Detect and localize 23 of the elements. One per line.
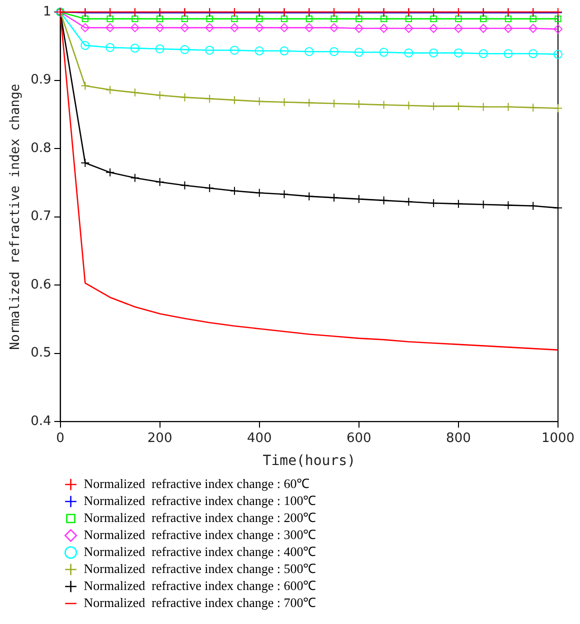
y-tick-label: 0.8 — [30, 140, 52, 156]
legend-label: Normalized refractive index change : 600℃ — [84, 578, 316, 593]
x-tick-label: 0 — [56, 430, 64, 446]
x-tick-label: 800 — [446, 430, 471, 446]
y-tick-label: 0.6 — [30, 277, 52, 292]
legend-label: Normalized refractive index change : 60℃ — [84, 476, 310, 491]
legend-label: Normalized refractive index change : 500℃ — [84, 560, 316, 576]
x-tick-label: 600 — [346, 430, 372, 446]
x-tick-label: 200 — [147, 430, 172, 446]
legend-label: Normalized refractive index change : 700℃ — [84, 594, 316, 610]
y-tick-label: 1 — [42, 4, 52, 20]
x-tick-label: 1000 — [541, 430, 575, 446]
y-tick-label: 0.5 — [30, 346, 52, 361]
x-tick-label: 400 — [246, 430, 272, 446]
y-tick-label: 0.7 — [30, 209, 52, 224]
y-tick-label: 0.9 — [30, 72, 52, 88]
legend-label: Normalized refractive index change : 300℃ — [84, 526, 316, 542]
legend-label: Normalized refractive index change : 200℃ — [84, 510, 316, 525]
y-tick-label: 0.4 — [30, 414, 52, 429]
y-axis-title: Normalized refractive index change — [8, 84, 24, 350]
legend-label: Normalized refractive index change : 100℃ — [84, 492, 316, 508]
x-axis-title: Time(hours) — [262, 453, 356, 470]
legend-label: Normalized refractive index change : 400℃ — [84, 544, 316, 559]
